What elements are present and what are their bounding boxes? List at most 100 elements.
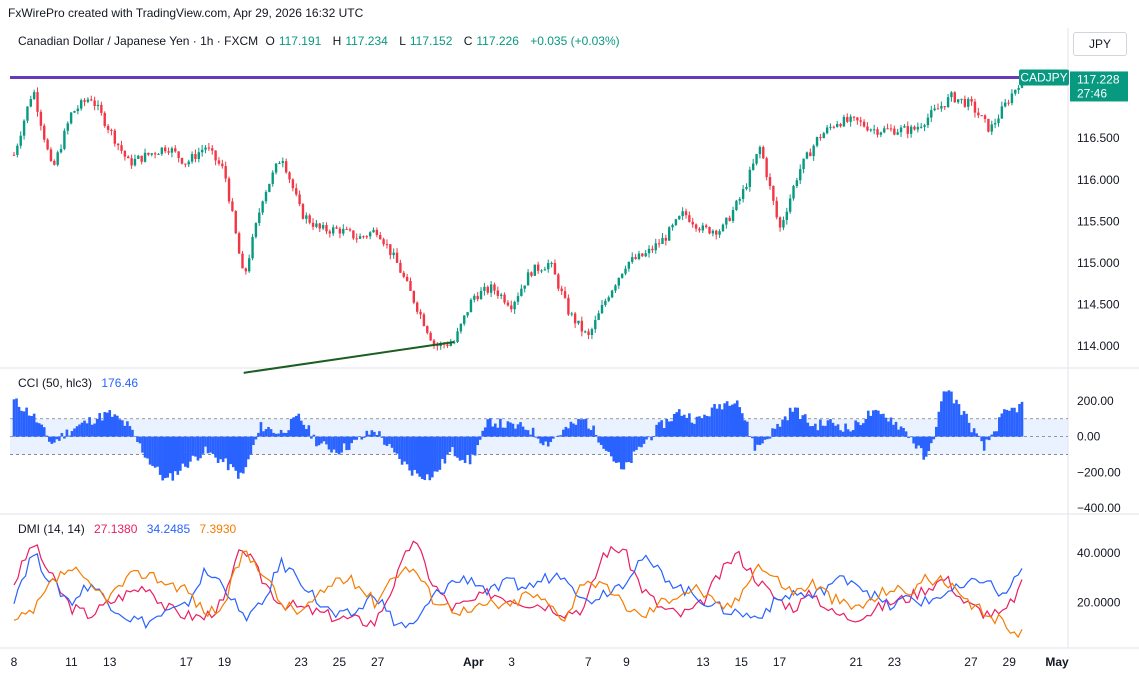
cci-histogram bbox=[12, 390, 1024, 481]
candle bbox=[295, 183, 298, 197]
candle bbox=[103, 111, 106, 128]
candle bbox=[244, 267, 248, 275]
cci-bar bbox=[325, 436, 328, 445]
candle bbox=[829, 123, 832, 131]
cci-bar bbox=[995, 431, 999, 437]
candle-body bbox=[385, 244, 389, 246]
candle-body bbox=[83, 100, 86, 102]
candle bbox=[765, 156, 768, 181]
candle-body bbox=[657, 243, 661, 245]
x-axis-tick: May bbox=[1045, 655, 1069, 669]
candle bbox=[22, 119, 26, 140]
candle-body bbox=[281, 161, 284, 164]
candle bbox=[587, 328, 590, 340]
candle bbox=[36, 87, 39, 117]
candle-body bbox=[268, 183, 271, 192]
low-label: L bbox=[399, 34, 406, 48]
candle bbox=[661, 233, 664, 244]
cci-bar bbox=[173, 436, 177, 472]
cci-bar bbox=[781, 419, 784, 437]
cci-bar bbox=[471, 436, 474, 455]
cci-bar bbox=[360, 436, 364, 440]
candle bbox=[500, 292, 503, 300]
candle-body bbox=[805, 152, 809, 159]
cci-bar bbox=[809, 426, 812, 437]
candle-body bbox=[577, 320, 580, 324]
candle bbox=[772, 185, 775, 206]
price-axis-tick: 115.500 bbox=[1077, 214, 1120, 228]
cci-bar bbox=[287, 430, 290, 437]
candle bbox=[573, 311, 577, 328]
cci-bar bbox=[803, 414, 807, 437]
candle-body bbox=[177, 151, 180, 158]
cci-bar bbox=[413, 436, 416, 470]
candle-body bbox=[63, 130, 66, 150]
cci-bar bbox=[539, 436, 542, 444]
cci-bar bbox=[259, 422, 263, 437]
cci-bar bbox=[272, 432, 275, 437]
x-axis-tick: 13 bbox=[696, 655, 710, 669]
cci-bar bbox=[579, 419, 583, 437]
cci-bar bbox=[80, 422, 84, 437]
candle bbox=[869, 128, 872, 133]
high-value: 117.234 bbox=[345, 34, 388, 48]
cci-bar bbox=[463, 436, 467, 463]
cci-bar bbox=[95, 418, 99, 437]
candle-body bbox=[936, 108, 940, 110]
candle-body bbox=[167, 151, 170, 153]
candle-body bbox=[671, 224, 674, 228]
candle-body bbox=[664, 237, 668, 241]
x-axis-tick: 21 bbox=[849, 655, 863, 669]
candle-body bbox=[133, 158, 137, 166]
cci-bar bbox=[753, 436, 757, 451]
candle bbox=[967, 97, 970, 111]
candle-body bbox=[573, 313, 577, 324]
cci-bar bbox=[559, 435, 563, 437]
cci-bar bbox=[733, 403, 737, 437]
candle bbox=[318, 222, 321, 232]
candle-body bbox=[200, 149, 204, 153]
candle bbox=[422, 312, 426, 327]
candle-body bbox=[100, 104, 103, 113]
cci-bar bbox=[584, 418, 588, 437]
candle-body bbox=[859, 120, 862, 122]
candle-body bbox=[16, 145, 19, 155]
candle bbox=[1000, 101, 1004, 119]
cci-bar bbox=[78, 424, 81, 437]
cci-bar bbox=[695, 416, 699, 437]
candle-body bbox=[752, 163, 755, 170]
cci-bar bbox=[388, 436, 391, 445]
candle bbox=[812, 144, 815, 161]
candle-body bbox=[1007, 102, 1010, 104]
currency-selector[interactable]: JPY bbox=[1073, 32, 1127, 56]
candle-body bbox=[227, 178, 231, 202]
candle bbox=[862, 119, 866, 128]
cci-bar bbox=[549, 436, 553, 443]
dmi-label: DMI (14, 14) bbox=[18, 522, 85, 536]
candle bbox=[946, 93, 950, 108]
candle-body bbox=[879, 132, 883, 135]
cci-bar bbox=[153, 436, 157, 468]
x-axis-tick: 15 bbox=[735, 655, 749, 669]
cci-bar bbox=[418, 436, 422, 477]
candle-body bbox=[211, 148, 214, 151]
candle bbox=[735, 199, 738, 211]
candle-body bbox=[29, 99, 32, 107]
cci-bar bbox=[420, 436, 424, 479]
candle bbox=[523, 285, 526, 293]
candle bbox=[526, 269, 530, 286]
candle bbox=[456, 327, 459, 344]
minus-di-line bbox=[13, 550, 1023, 639]
candle bbox=[187, 159, 190, 168]
candle-body bbox=[768, 177, 772, 187]
candle-body bbox=[523, 285, 526, 289]
cci-bar bbox=[73, 428, 76, 437]
candle bbox=[328, 229, 332, 238]
candle bbox=[332, 224, 335, 237]
candle bbox=[694, 223, 698, 232]
candle-body bbox=[903, 126, 906, 128]
candle-body bbox=[80, 100, 83, 109]
candle-body bbox=[584, 331, 587, 333]
candle bbox=[281, 157, 284, 168]
